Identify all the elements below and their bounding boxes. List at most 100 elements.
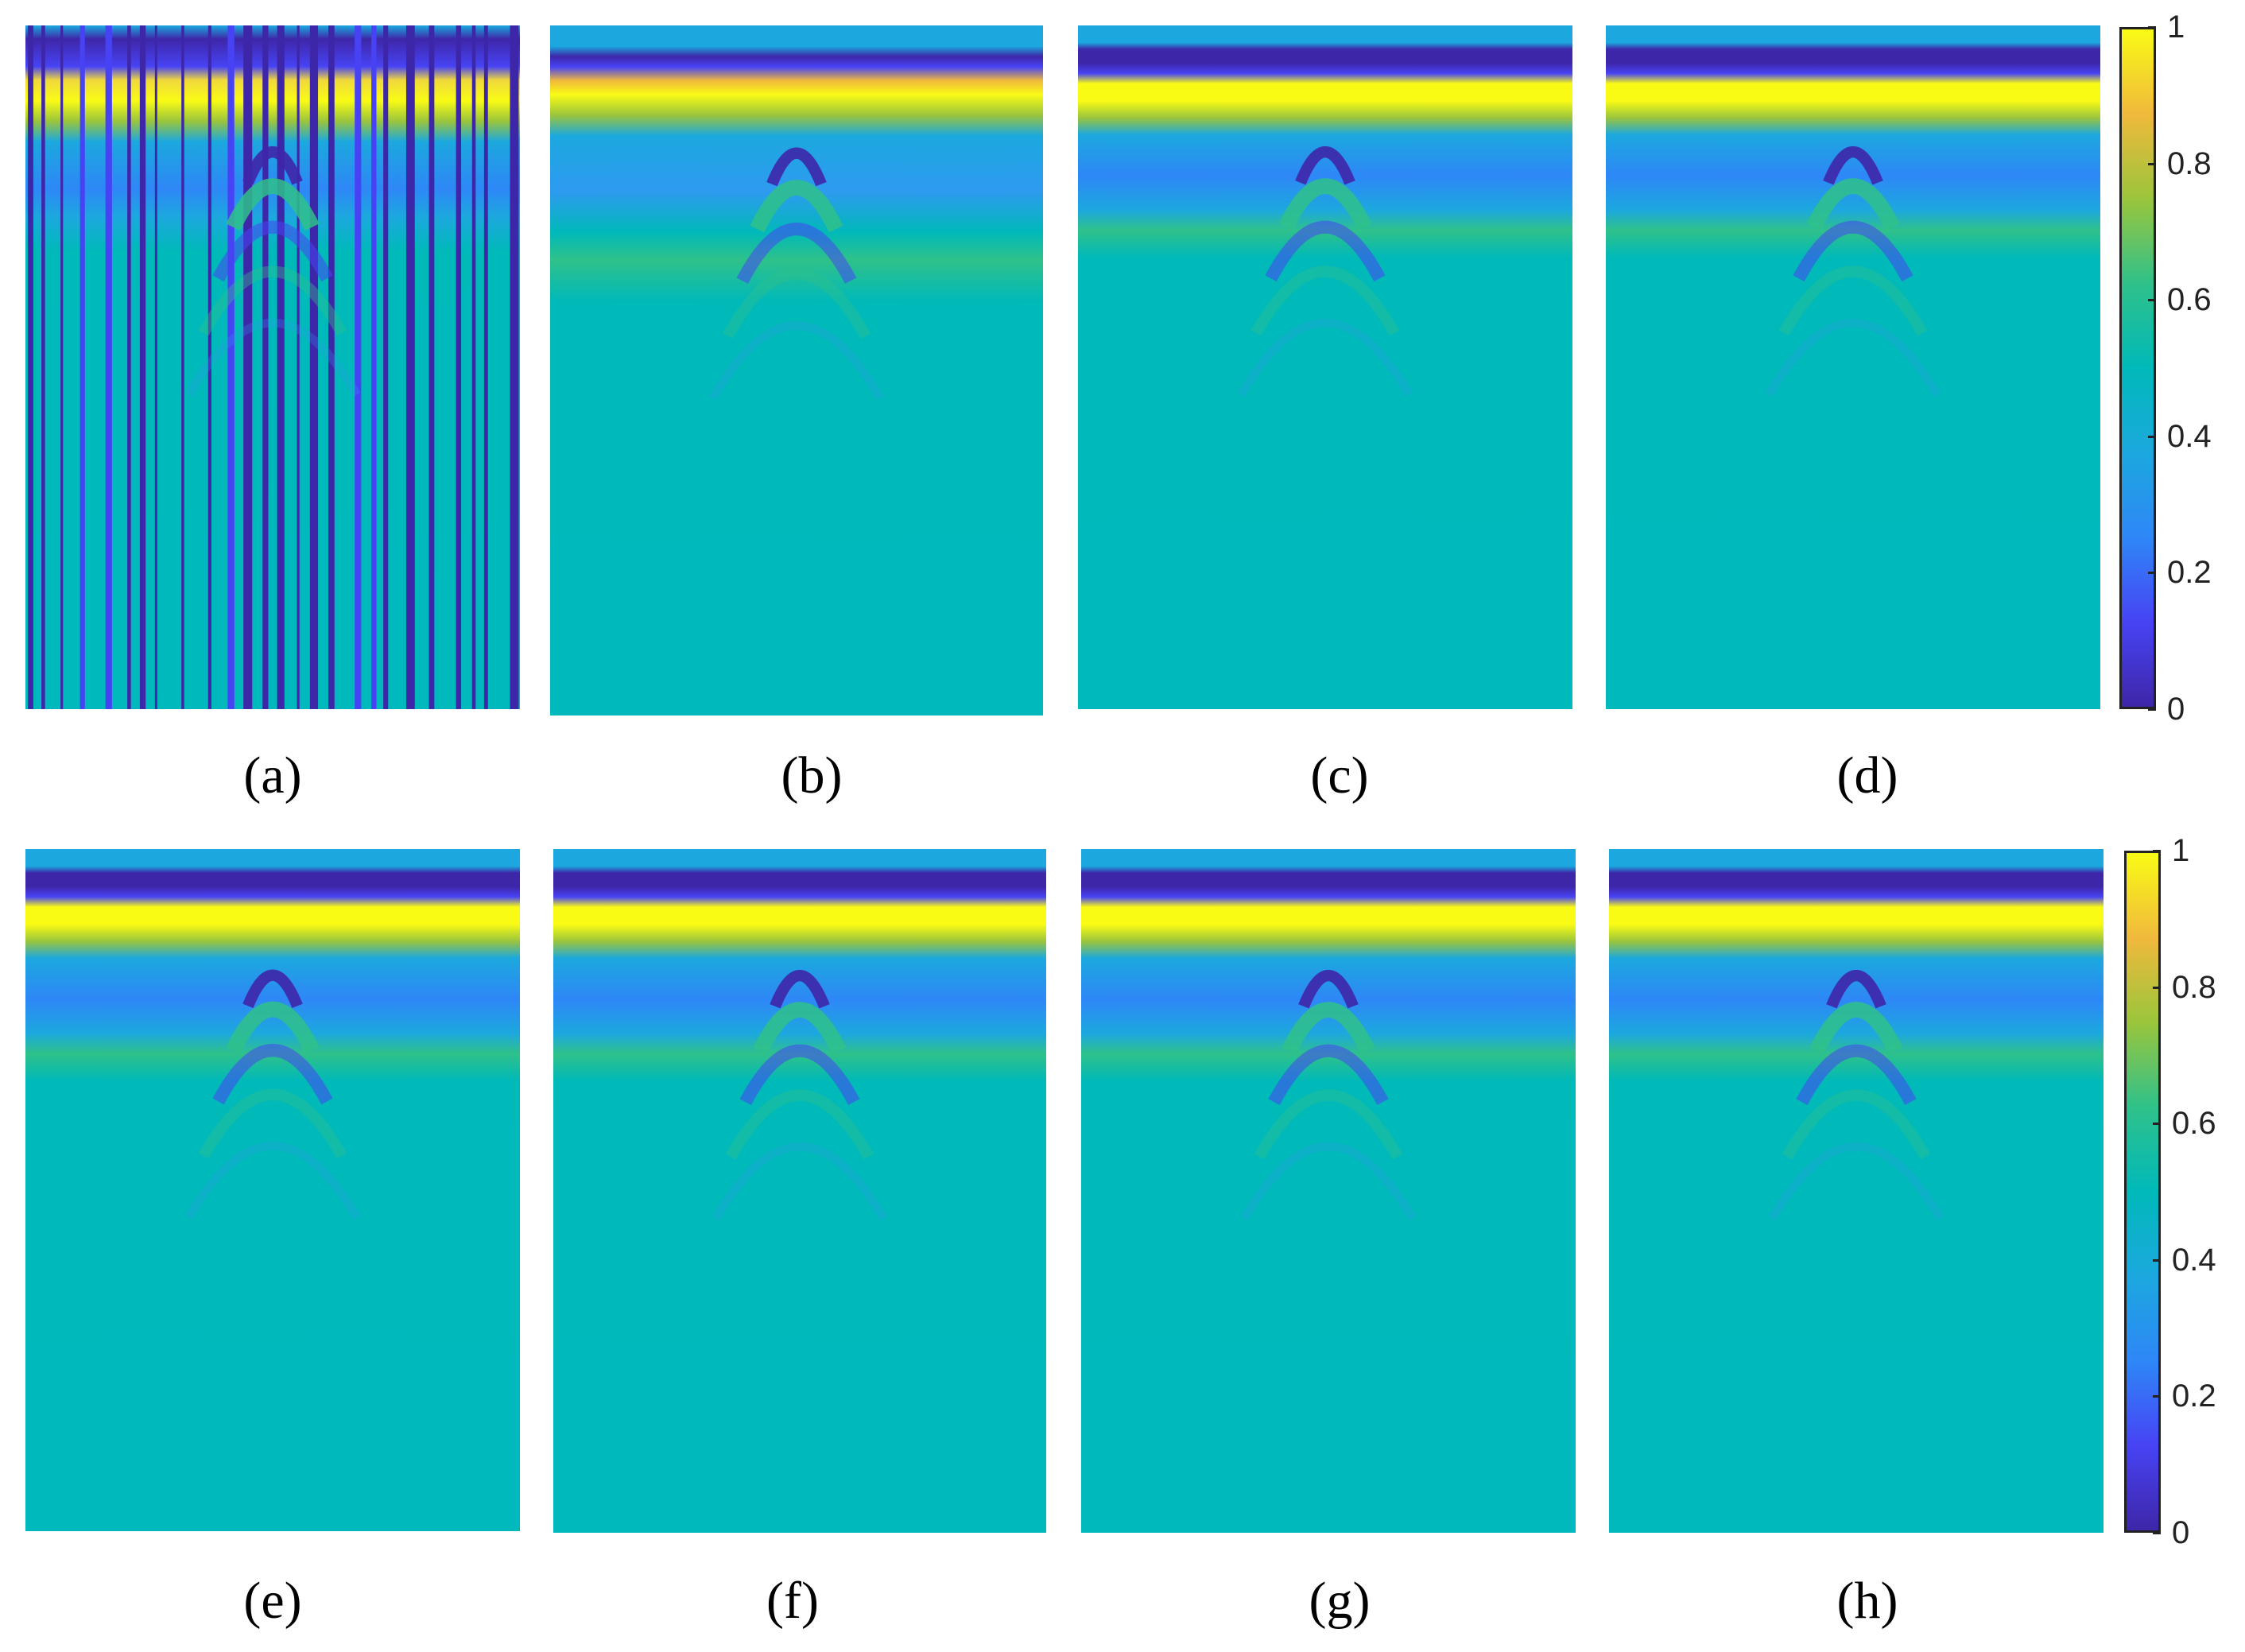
colorbar-tick-mark xyxy=(2153,850,2161,852)
heatmap-e xyxy=(25,849,520,1531)
reflection-arc xyxy=(1285,186,1365,227)
noise-stripe xyxy=(227,25,235,709)
reflection-arc xyxy=(1244,1146,1412,1218)
reflection-arc xyxy=(757,188,836,229)
colorbar-tick-label: 0.6 xyxy=(2172,1106,2216,1142)
reflection-arc xyxy=(746,1051,854,1103)
colorbar-tick-label: 0 xyxy=(2172,1515,2190,1550)
panel-label-f: (f) xyxy=(766,1572,819,1630)
panel-b xyxy=(550,25,1043,715)
colorbar-tick-mark xyxy=(2153,1123,2161,1126)
noise-stripe xyxy=(297,25,300,709)
panel-label-b: (b) xyxy=(781,747,843,805)
colorbar-tick-label: 0.6 xyxy=(2167,282,2212,318)
noise-stripe xyxy=(309,25,319,709)
colorbar-tick-mark xyxy=(2153,1258,2161,1262)
reflection-arc xyxy=(1817,1010,1896,1051)
reflection-arc xyxy=(713,326,881,398)
reflection-arc xyxy=(204,272,342,333)
reflection-arc xyxy=(1802,1051,1911,1103)
noise-stripe xyxy=(471,25,476,709)
reflection-arc xyxy=(188,323,356,394)
colorbar-tick-mark xyxy=(2148,299,2156,302)
panel-d xyxy=(1606,25,2100,709)
reflection-arc xyxy=(1271,227,1380,279)
noise-stripe xyxy=(207,25,211,709)
reflection-arc xyxy=(1241,323,1409,394)
colorbar-tick-label: 0.2 xyxy=(2167,555,2212,591)
heatmap-d xyxy=(1606,25,2100,709)
noise-stripe xyxy=(60,25,64,709)
reflection-arc xyxy=(775,975,824,1006)
reflection-arc xyxy=(716,1146,884,1218)
stripe-group xyxy=(28,25,519,709)
colorbar-tick-mark xyxy=(2148,572,2156,575)
reflection-arc xyxy=(1304,975,1353,1006)
reflection-arc xyxy=(1772,1146,1940,1218)
panel-label-g: (g) xyxy=(1309,1572,1371,1630)
reflection-arc xyxy=(1828,152,1878,183)
reflection-arc xyxy=(188,1146,356,1217)
reflection-arc xyxy=(1813,186,1893,227)
reflection-arc xyxy=(248,152,297,183)
colorbar-tick-mark xyxy=(2153,1395,2161,1398)
heatmap-b xyxy=(550,25,1043,715)
reflection-arc xyxy=(1784,272,1922,333)
panel-label-a: (a) xyxy=(243,747,302,805)
reflection-arc xyxy=(248,975,297,1006)
panel-label-d: (d) xyxy=(1836,747,1898,805)
noise-stripe xyxy=(79,25,85,709)
noise-stripe xyxy=(262,25,269,709)
panel-label-c: (c) xyxy=(1310,747,1369,805)
colorbar-tick-label: 0.4 xyxy=(2172,1242,2216,1278)
colorbar-tick-mark xyxy=(2148,435,2156,438)
noise-stripe xyxy=(428,25,435,709)
colorbar-tick-label: 0 xyxy=(2167,692,2185,727)
heatmap-c xyxy=(1078,25,1572,709)
reflection-arc xyxy=(233,186,312,227)
reflection-arc xyxy=(731,1096,869,1157)
noise-stripe xyxy=(127,25,131,709)
colorbar-tick-mark xyxy=(2153,986,2161,989)
panel-c xyxy=(1078,25,1572,709)
noise-stripe xyxy=(383,25,389,709)
reflection-arc xyxy=(1259,1096,1398,1157)
noise-stripe xyxy=(28,25,33,709)
colorbar-bottom xyxy=(2124,851,2161,1533)
reflection-arc xyxy=(1289,1010,1368,1051)
reflection-arc xyxy=(1274,1051,1383,1103)
colorbar-tick-label: 0.4 xyxy=(2167,418,2212,454)
noise-stripe xyxy=(41,25,45,709)
reflection-arc xyxy=(1769,323,1937,394)
panel-h xyxy=(1609,849,2103,1533)
panel-e xyxy=(25,849,520,1531)
colorbar-tick-mark xyxy=(2148,708,2156,711)
noise-stripe xyxy=(328,25,335,709)
reflection-arc xyxy=(204,1095,342,1156)
colorbar-tick-mark xyxy=(2148,26,2156,29)
reflection-arc xyxy=(1301,152,1350,183)
noise-stripe xyxy=(371,25,377,709)
colorbar-tick-mark xyxy=(2153,1532,2161,1534)
reflection-arc xyxy=(219,1050,328,1101)
panel-a xyxy=(25,25,520,709)
heatmap-f xyxy=(553,849,1046,1533)
noise-stripe xyxy=(154,25,157,709)
reflection-arc xyxy=(1832,975,1881,1006)
noise-stripe xyxy=(483,25,488,709)
noise-stripe xyxy=(405,25,415,709)
noise-stripe xyxy=(181,25,184,709)
heatmap-h xyxy=(1609,849,2103,1533)
reflection-arc xyxy=(233,1010,312,1050)
noise-stripe xyxy=(277,25,285,709)
reflection-arc xyxy=(743,229,851,281)
noise-stripe xyxy=(355,25,362,709)
reflection-arc xyxy=(1256,272,1394,333)
noise-stripe xyxy=(456,25,462,709)
reflection-arc xyxy=(219,227,328,279)
colorbar-tick-label: 0.8 xyxy=(2167,145,2212,181)
heatmap-a xyxy=(25,25,520,709)
colorbar-tick-mark xyxy=(2148,162,2156,165)
noise-stripe xyxy=(139,25,146,709)
panel-label-e: (e) xyxy=(243,1572,302,1630)
